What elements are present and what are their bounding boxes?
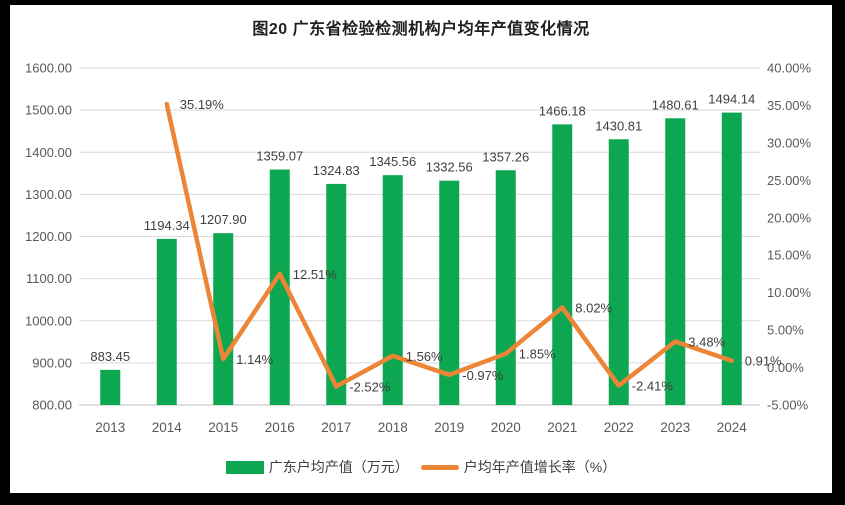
bar-2013	[100, 369, 121, 405]
right-axis-tick-label: 5.00%	[767, 323, 804, 338]
left-axis-tick-label: 1000.00	[25, 313, 72, 328]
bar-series-swatch	[225, 460, 264, 474]
line-series-swatch	[420, 464, 459, 470]
x-axis-tick-label: 2023	[660, 420, 690, 435]
right-axis-tick-label: 25.00%	[767, 173, 812, 188]
right-axis-tick-label: 0.00%	[767, 360, 804, 375]
chart-panel: 1600.00 1500.00 1400.00 1300.00 1200.00 1100.…	[10, 5, 832, 493]
left-axis-tick-label: 800.00	[32, 398, 72, 413]
line-value-label: 1.56%	[406, 349, 443, 364]
left-axis-tick-label: 1600.00	[25, 61, 72, 76]
line-value-label: -0.97%	[462, 368, 504, 383]
bar-2021	[552, 124, 573, 405]
combo-chart: 1600.00 1500.00 1400.00 1300.00 1200.00 1100.…	[25, 61, 812, 436]
x-axis-tick-label: 2022	[604, 420, 634, 435]
bar-value-label: 1324.83	[313, 163, 360, 178]
x-axis-tick-label: 2017	[321, 420, 351, 435]
x-axis-tick-label: 2019	[434, 420, 464, 435]
bar-2016	[269, 169, 290, 405]
bar-2018	[382, 175, 403, 405]
left-axis-tick-label: 900.00	[32, 355, 72, 370]
x-axis-tick-label: 2021	[547, 420, 577, 435]
legend-item-line-series: 户均年产值增长率（%）	[420, 457, 617, 477]
bar-value-label: 1480.61	[652, 97, 699, 112]
line-value-label: 35.19%	[180, 97, 225, 112]
bar-2017	[326, 183, 347, 405]
line-value-label: 8.02%	[575, 300, 612, 315]
bar-series-label: 广东户均产值（万元）	[268, 459, 409, 475]
right-axis-tick-label: 40.00%	[767, 61, 812, 76]
bar-2023	[665, 118, 686, 406]
line-value-label: 1.14%	[236, 352, 273, 367]
right-axis-tick-label: 30.00%	[767, 135, 812, 150]
bar-value-label: 1357.26	[482, 149, 529, 164]
line-value-label: -2.41%	[632, 379, 674, 394]
legend-item-bar-series: 广东户均产值（万元）	[225, 457, 409, 477]
x-axis-tick-label: 2024	[717, 420, 748, 435]
bar-2019	[439, 180, 460, 405]
x-axis-tick-label: 2018	[378, 420, 408, 435]
right-axis-tick-label: 15.00%	[767, 248, 812, 263]
x-axis-tick-label: 2016	[265, 420, 295, 435]
line-series-label: 户均年产值增长率（%）	[463, 459, 617, 475]
bar-2015	[213, 233, 234, 405]
bar-value-label: 1194.34	[144, 218, 190, 233]
right-axis-tick-label: 10.00%	[767, 285, 812, 300]
right-axis-tick-label: -5.00%	[767, 398, 809, 413]
legend: 广东户均产值（万元） 户均年产值增长率（%）	[10, 457, 832, 477]
bar-value-label: 1359.07	[256, 148, 303, 163]
line-value-label: 3.48%	[688, 334, 725, 349]
left-axis-tick-label: 1200.00	[25, 229, 72, 244]
bar-value-label: 1430.81	[595, 118, 642, 133]
growth-rate-line	[164, 101, 734, 389]
x-axis-tick-label: 2015	[208, 420, 238, 435]
line-value-label: -2.52%	[349, 379, 391, 394]
line-value-label: 1.85%	[519, 347, 556, 362]
line-value-label: 0.91%	[745, 354, 782, 369]
right-axis-tick-label: 20.00%	[767, 210, 812, 225]
bar-2014	[156, 238, 177, 405]
x-axis-tick-label: 2020	[491, 420, 521, 435]
chart-title: 图20 广东省检验检测机构户均年产值变化情况	[252, 21, 590, 38]
left-axis-tick-label: 1100.00	[26, 271, 72, 286]
bar-value-label: 1332.56	[426, 160, 473, 175]
left-axis-tick-label: 1300.00	[25, 187, 72, 202]
line-value-label: 12.51%	[293, 267, 338, 282]
bar-value-label: 883.45	[90, 349, 130, 364]
bar-2022	[608, 139, 629, 405]
bar-value-label: 1466.18	[539, 103, 586, 118]
left-axis-tick-label: 1400.00	[25, 145, 72, 160]
left-axis-tick-label: 1500.00	[25, 103, 72, 118]
right-axis-tick-label: 35.00%	[767, 98, 812, 113]
bar-2020	[495, 170, 516, 405]
bar-value-label: 1345.56	[369, 154, 416, 169]
bar-value-label: 1494.14	[708, 92, 755, 107]
x-axis-tick-label: 2013	[95, 420, 125, 435]
x-axis-tick-label: 2014	[152, 420, 183, 435]
bar-2024	[721, 112, 742, 405]
bar-value-label: 1207.90	[200, 212, 247, 227]
